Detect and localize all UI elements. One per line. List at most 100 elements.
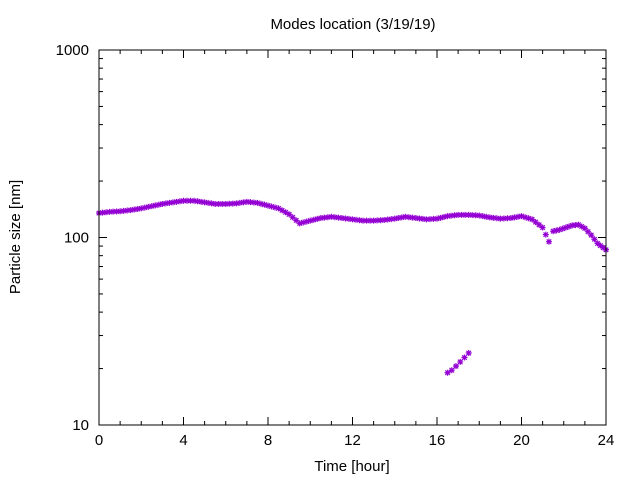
- data-point: [212, 200, 219, 207]
- data-point: [145, 203, 152, 210]
- data-point: [562, 224, 569, 231]
- data-point: [500, 215, 507, 222]
- data-point: [335, 214, 342, 221]
- data-point: [272, 204, 279, 211]
- data-point: [184, 197, 191, 204]
- data-point: [448, 212, 455, 219]
- x-tick-label: 24: [598, 432, 615, 449]
- data-point: [363, 217, 370, 224]
- data-point: [451, 212, 458, 219]
- data-point: [349, 216, 356, 223]
- data-point: [409, 214, 416, 221]
- data-point: [529, 216, 536, 223]
- data-point: [342, 215, 349, 222]
- data-point: [279, 207, 286, 214]
- data-point: [581, 225, 588, 232]
- data-point: [441, 213, 448, 220]
- axis-ticks: 0 4 8 12 16 20 24 10 100 1000: [56, 42, 615, 449]
- data-point: [208, 200, 215, 207]
- data-point: [479, 213, 486, 220]
- data-point: [187, 197, 194, 204]
- data-point: [205, 199, 212, 206]
- data-point: [131, 206, 138, 213]
- data-point: [412, 215, 419, 222]
- data-point: [324, 214, 331, 221]
- data-point: [236, 199, 243, 206]
- data-point: [345, 215, 352, 222]
- x-axis-label: Time [hour]: [314, 458, 389, 475]
- data-point: [465, 211, 472, 218]
- data-point: [600, 244, 607, 251]
- data-point: [453, 363, 460, 370]
- data-point: [180, 197, 187, 204]
- data-point: [426, 216, 433, 223]
- data-point: [525, 215, 532, 222]
- data-point: [191, 197, 198, 204]
- data-point: [469, 212, 476, 219]
- data-point: [405, 214, 412, 221]
- data-point: [233, 200, 240, 207]
- data-point: [138, 205, 145, 212]
- data-point: [483, 213, 490, 220]
- data-point: [250, 199, 257, 206]
- data-point: [331, 214, 338, 221]
- data-point: [113, 208, 120, 215]
- data-point: [585, 228, 592, 235]
- data-point: [594, 240, 601, 247]
- data-point: [103, 209, 110, 216]
- data-point: [328, 213, 335, 220]
- data-point: [391, 215, 398, 222]
- data-point: [395, 215, 402, 222]
- data-point: [162, 200, 169, 207]
- data-point: [553, 227, 560, 234]
- data-point: [106, 208, 113, 215]
- data-point: [286, 211, 293, 218]
- x-tick-label: 8: [264, 432, 272, 449]
- data-point: [419, 215, 426, 222]
- data-point: [461, 354, 468, 361]
- data-point: [257, 200, 264, 207]
- data-point: [455, 211, 462, 218]
- plot-points: [96, 197, 609, 376]
- data-point: [572, 222, 579, 229]
- x-tick-label: 4: [179, 432, 187, 449]
- data-point: [476, 212, 483, 219]
- data-point: [472, 212, 479, 219]
- data-point: [194, 198, 201, 205]
- data-point: [282, 209, 289, 216]
- chart-title: Modes location (3/19/19): [270, 16, 435, 33]
- series-2: [444, 350, 472, 376]
- data-point: [465, 350, 472, 357]
- data-point: [215, 200, 222, 207]
- data-point: [377, 217, 384, 224]
- data-point: [176, 198, 183, 205]
- data-point: [550, 228, 557, 235]
- data-point: [307, 217, 314, 224]
- data-point: [303, 218, 310, 225]
- data-point: [367, 217, 374, 224]
- data-point: [338, 215, 345, 222]
- data-point: [300, 219, 307, 226]
- data-point: [444, 369, 451, 376]
- data-point: [578, 223, 585, 230]
- data-point: [423, 216, 430, 223]
- data-point: [490, 214, 497, 221]
- data-point: [275, 205, 282, 212]
- data-point: [240, 199, 247, 206]
- data-point: [265, 202, 271, 209]
- data-point: [458, 211, 465, 218]
- data-point: [504, 215, 511, 222]
- data-point: [497, 215, 504, 222]
- data-point: [486, 214, 493, 221]
- y-axis-label: Particle size [nm]: [7, 180, 24, 294]
- data-point: [398, 214, 405, 221]
- data-point: [268, 203, 275, 210]
- data-point: [134, 205, 141, 212]
- series-3: [550, 221, 609, 253]
- data-point: [127, 207, 134, 214]
- data-point: [402, 213, 409, 220]
- data-point: [559, 225, 566, 232]
- data-point: [124, 207, 131, 214]
- data-point: [532, 219, 539, 226]
